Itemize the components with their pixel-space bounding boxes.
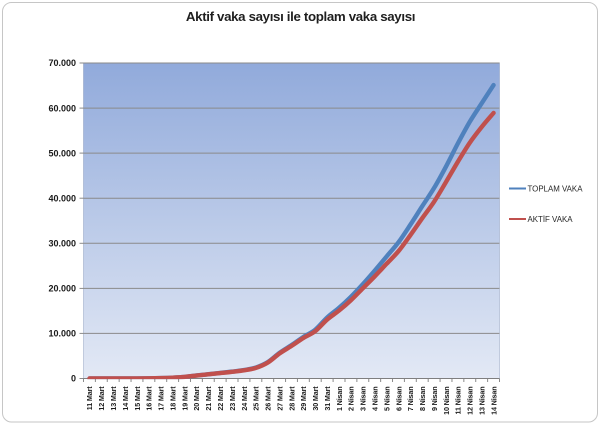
svg-text:AKTİF VAKA: AKTİF VAKA <box>528 215 574 224</box>
svg-text:10 Nisan: 10 Nisan <box>442 387 451 415</box>
svg-text:20 Mart: 20 Mart <box>192 386 201 411</box>
svg-text:3 Nisan: 3 Nisan <box>359 387 368 412</box>
svg-text:7 Nisan: 7 Nisan <box>406 387 415 412</box>
svg-text:29 Mart: 29 Mart <box>299 386 308 411</box>
svg-text:70.000: 70.000 <box>48 58 76 68</box>
svg-text:12 Mart: 12 Mart <box>97 386 106 411</box>
svg-text:17 Mart: 17 Mart <box>157 386 166 411</box>
svg-text:5 Nisan: 5 Nisan <box>382 387 391 412</box>
svg-text:50.000: 50.000 <box>48 148 76 158</box>
svg-text:8 Nisan: 8 Nisan <box>418 387 427 412</box>
svg-text:30.000: 30.000 <box>48 239 76 249</box>
svg-text:12 Nisan: 12 Nisan <box>466 387 475 415</box>
svg-text:TOPLAM VAKA: TOPLAM VAKA <box>528 185 584 194</box>
svg-text:25 Mart: 25 Mart <box>252 386 261 411</box>
svg-text:18 Mart: 18 Mart <box>168 386 177 411</box>
svg-text:11 Mart: 11 Mart <box>85 386 94 410</box>
svg-text:26 Mart: 26 Mart <box>264 386 273 411</box>
svg-text:1 Nisan: 1 Nisan <box>335 387 344 412</box>
svg-text:0: 0 <box>71 374 76 384</box>
svg-text:13 Mart: 13 Mart <box>109 386 118 411</box>
svg-text:23 Mart: 23 Mart <box>228 386 237 411</box>
svg-text:14 Nisan: 14 Nisan <box>489 387 498 415</box>
svg-text:9 Nisan: 9 Nisan <box>430 387 439 412</box>
svg-text:31 Mart: 31 Mart <box>323 386 332 411</box>
svg-text:21 Mart: 21 Mart <box>204 386 213 411</box>
svg-text:15 Mart: 15 Mart <box>133 386 142 411</box>
svg-text:60.000: 60.000 <box>48 103 76 113</box>
svg-text:24 Mart: 24 Mart <box>240 386 249 411</box>
svg-text:20.000: 20.000 <box>48 284 76 294</box>
svg-text:11 Nisan: 11 Nisan <box>454 387 463 415</box>
svg-text:27 Mart: 27 Mart <box>275 386 284 411</box>
svg-text:14 Mart: 14 Mart <box>121 386 130 411</box>
svg-text:16 Mart: 16 Mart <box>145 386 154 411</box>
svg-text:40.000: 40.000 <box>48 193 76 203</box>
svg-text:4 Nisan: 4 Nisan <box>371 387 380 412</box>
svg-text:19 Mart: 19 Mart <box>180 386 189 411</box>
svg-text:10.000: 10.000 <box>48 329 76 339</box>
svg-text:13 Nisan: 13 Nisan <box>477 387 486 415</box>
svg-text:28 Mart: 28 Mart <box>287 386 296 411</box>
svg-text:30 Mart: 30 Mart <box>311 386 320 411</box>
svg-text:2 Nisan: 2 Nisan <box>347 387 356 412</box>
svg-text:22 Mart: 22 Mart <box>216 386 225 411</box>
svg-text:Aktif vaka sayısı ile toplam v: Aktif vaka sayısı ile toplam vaka sayısı <box>186 9 415 24</box>
svg-text:6 Nisan: 6 Nisan <box>394 387 403 412</box>
